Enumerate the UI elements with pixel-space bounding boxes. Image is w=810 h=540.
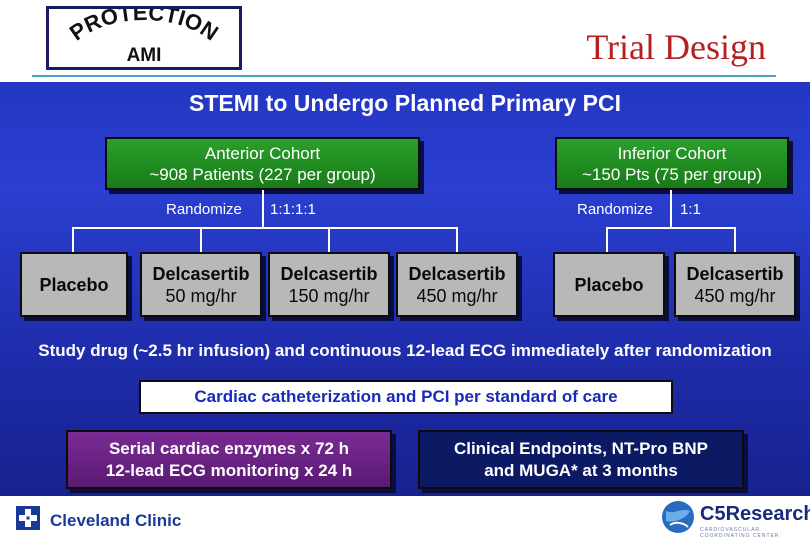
anterior-arm-placebo: Placebo: [20, 252, 128, 317]
c5research-logo-text: C5Research: [700, 503, 810, 525]
arm-dose: 50 mg/hr: [165, 285, 237, 306]
study-drug-text: Study drug (~2.5 hr infusion) and contin…: [38, 341, 772, 360]
anterior-cohort-title: Anterior Cohort: [204, 143, 321, 163]
c5research-globe-icon: [662, 501, 694, 533]
inferior-cohort-count: ~150 Pts (75 per group): [581, 164, 763, 184]
inferior-connector-horizontal: [606, 227, 736, 229]
inferior-randomize-label: Randomize: [577, 201, 653, 218]
arm-drug: Delcasertib: [280, 263, 378, 284]
svg-text:PROTECTION: PROTECTION: [65, 9, 223, 46]
anterior-arm-delcasertib-150: Delcasertib 150 mg/hr: [268, 252, 390, 317]
arm-dose: 150 mg/hr: [288, 285, 370, 306]
cleveland-clinic-logo-text: Cleveland Clinic: [50, 511, 182, 530]
inferior-drop-1: [606, 227, 608, 252]
protection-ami-logo: PROTECTION AMI: [46, 6, 242, 70]
inferior-arm-delcasertib-450: Delcasertib 450 mg/hr: [674, 252, 796, 317]
title-underline: [32, 75, 776, 77]
arm-label: Placebo: [39, 274, 109, 295]
arm-drug: Delcasertib: [686, 263, 784, 284]
anterior-arm-delcasertib-450: Delcasertib 450 mg/hr: [396, 252, 518, 317]
arm-drug: Delcasertib: [152, 263, 250, 284]
anterior-cohort-box: Anterior Cohort ~908 Patients (227 per g…: [105, 137, 420, 190]
arm-drug: Delcasertib: [408, 263, 506, 284]
monitoring-line-1: Serial cardiac enzymes x 72 h: [108, 438, 350, 458]
arm-label: Placebo: [574, 274, 644, 295]
inferior-cohort-box: Inferior Cohort ~150 Pts (75 per group): [555, 137, 789, 190]
logo-ami-word: AMI: [127, 45, 162, 66]
anterior-drop-3: [328, 227, 330, 252]
diagram-subtitle: STEMI to Undergo Planned Primary PCI: [189, 90, 621, 116]
anterior-drop-1: [72, 227, 74, 252]
inferior-drop-2: [734, 227, 736, 252]
endpoints-line-2: and MUGA* at 3 months: [484, 460, 678, 480]
logo-arc-word: PROTECTION: [65, 9, 223, 46]
endpoints-line-1: Clinical Endpoints, NT-Pro BNP: [453, 438, 709, 458]
anterior-randomize-ratio: 1:1:1:1: [270, 201, 316, 218]
anterior-connector-vertical: [262, 190, 264, 228]
anterior-drop-2: [200, 227, 202, 252]
arm-dose: 450 mg/hr: [694, 285, 776, 306]
monitoring-box: Serial cardiac enzymes x 72 h 12-lead EC…: [66, 430, 392, 489]
anterior-arm-delcasertib-50: Delcasertib 50 mg/hr: [140, 252, 262, 317]
anterior-connector-horizontal: [72, 227, 456, 229]
anterior-cohort-count: ~908 Patients (227 per group): [149, 164, 376, 184]
anterior-drop-4: [456, 227, 458, 252]
inferior-arm-placebo: Placebo: [553, 252, 665, 317]
cleveland-clinic-cross-icon: [16, 506, 40, 530]
endpoints-box: Clinical Endpoints, NT-Pro BNP and MUGA*…: [418, 430, 744, 489]
inferior-randomize-ratio: 1:1: [680, 201, 701, 218]
inferior-cohort-title: Inferior Cohort: [617, 143, 727, 163]
arm-dose: 450 mg/hr: [416, 285, 498, 306]
inferior-connector-vertical: [670, 190, 672, 228]
page-title: Trial Design: [586, 27, 766, 67]
anterior-randomize-label: Randomize: [166, 201, 242, 218]
c5research-tagline: CARDIOVASCULAR COORDINATING CENTER: [700, 527, 780, 539]
catheterization-box: Cardiac catheterization and PCI per stan…: [139, 380, 673, 414]
monitoring-line-2: 12-lead ECG monitoring x 24 h: [105, 460, 353, 480]
